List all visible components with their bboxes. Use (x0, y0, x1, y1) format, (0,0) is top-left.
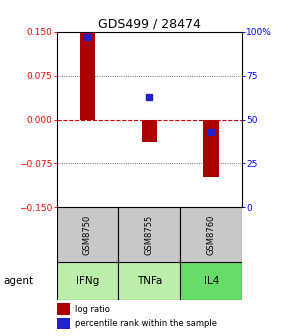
Bar (142, 120, 157, 142)
Text: GSM8760: GSM8760 (207, 215, 216, 255)
Bar (180, 207, 242, 262)
Text: GSM8750: GSM8750 (83, 215, 92, 255)
Bar (57, 303, 70, 315)
Bar (57, 262, 118, 300)
Bar (204, 120, 219, 177)
Title: GDS499 / 28474: GDS499 / 28474 (98, 18, 201, 31)
Text: IL4: IL4 (204, 276, 219, 286)
Text: GSM8755: GSM8755 (145, 215, 154, 255)
Bar (118, 207, 180, 262)
Bar (80, 33, 95, 120)
Text: TNFa: TNFa (137, 276, 162, 286)
Bar (57, 318, 70, 329)
Bar (118, 262, 180, 300)
Bar (180, 262, 242, 300)
Bar (57, 207, 118, 262)
Text: agent: agent (3, 276, 33, 286)
Text: log ratio: log ratio (75, 305, 110, 314)
Text: IFNg: IFNg (76, 276, 99, 286)
Text: percentile rank within the sample: percentile rank within the sample (75, 319, 218, 328)
